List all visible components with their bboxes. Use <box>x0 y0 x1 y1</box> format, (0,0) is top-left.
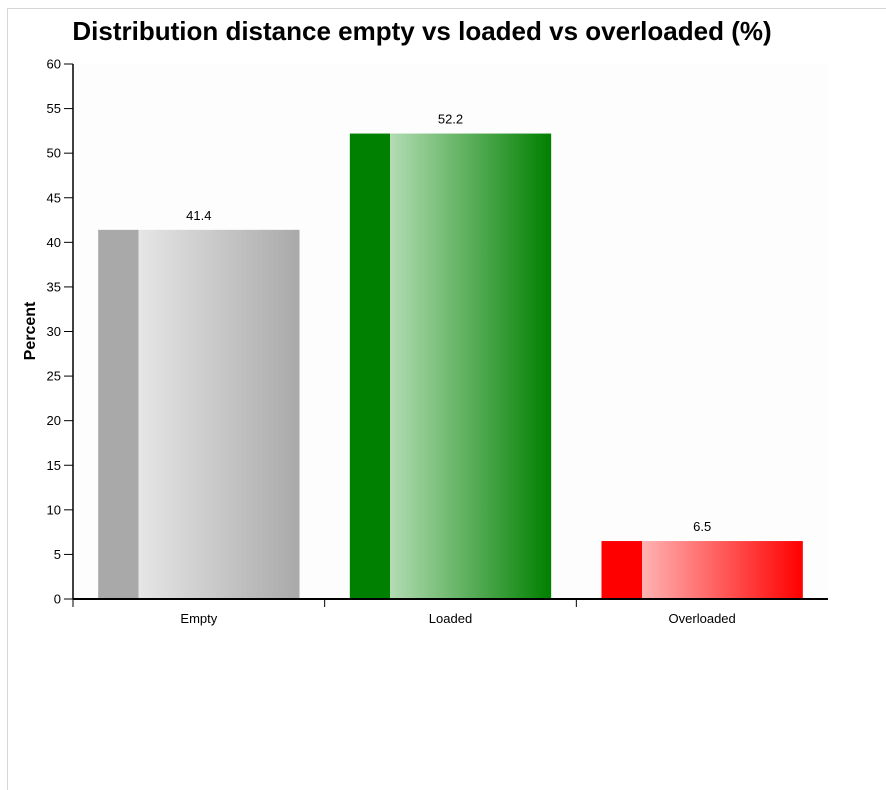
y-tick-label: 35 <box>47 279 61 294</box>
y-tick-label: 5 <box>54 547 61 562</box>
bar-overloaded <box>601 541 803 599</box>
y-tick-label: 30 <box>47 324 61 339</box>
x-category-label: Empty <box>180 611 217 626</box>
bar-value-label: 6.5 <box>693 519 711 534</box>
y-tick-label: 10 <box>47 502 61 517</box>
bar-empty <box>98 229 300 599</box>
y-tick-label: 0 <box>54 592 61 607</box>
y-tick-label: 60 <box>47 57 61 72</box>
y-tick-label: 50 <box>47 146 61 161</box>
y-tick-label: 40 <box>47 235 61 250</box>
y-tick-label: 55 <box>47 101 61 116</box>
y-tick-label: 20 <box>47 413 61 428</box>
bar-value-label: 52.2 <box>438 112 463 127</box>
y-tick-label: 25 <box>47 369 61 384</box>
y-tick-label: 45 <box>47 190 61 205</box>
chart-title: Distribution distance empty vs loaded vs… <box>72 16 771 46</box>
plot-area: 0 5 10 15 20 25 30 35 40 45 50 55 60 41.4 Empty 52.2 Loa… <box>47 57 828 626</box>
x-category-label: Overloaded <box>669 611 736 626</box>
y-axis-label: Percent <box>22 301 39 360</box>
x-category-label: Loaded <box>429 611 472 626</box>
y-tick-label: 15 <box>47 458 61 473</box>
bar-value-label: 41.4 <box>186 208 211 223</box>
bar-loaded <box>349 133 552 600</box>
